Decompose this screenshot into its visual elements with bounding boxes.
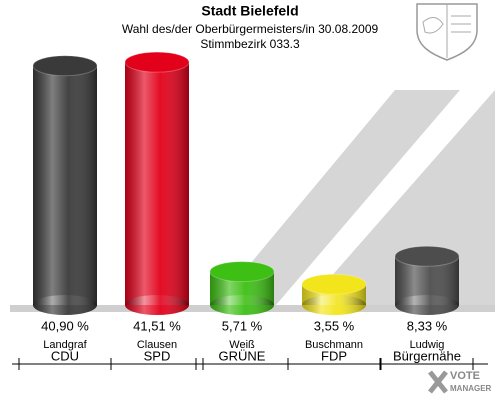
bar-bottom-shine xyxy=(33,295,97,315)
candidate-label: Landgraf xyxy=(43,339,87,351)
bar-bottom-shine xyxy=(125,295,189,315)
logo-text: MANAGER xyxy=(450,384,492,393)
value-label: 5,71 % xyxy=(222,318,263,333)
bar-top xyxy=(394,245,460,267)
value-label: 3,55 % xyxy=(314,318,355,333)
coat-of-arms xyxy=(416,3,478,61)
candidate-label: Clausen xyxy=(137,339,177,351)
value-label: 40,90 % xyxy=(41,318,89,333)
party-label: Bürgernähe xyxy=(393,348,461,363)
logo-text: VOTE xyxy=(450,370,480,382)
floor-shadow xyxy=(10,90,495,312)
candidate-label: Buschmann xyxy=(305,339,363,351)
bar-bottom-shine xyxy=(395,295,459,315)
bar-top xyxy=(32,55,98,77)
bar-shine xyxy=(33,65,97,305)
logo: VOTE MANAGER xyxy=(428,370,492,394)
bar-bottom-shine xyxy=(302,295,366,315)
value-label: 8,33 % xyxy=(407,318,448,333)
bar-top xyxy=(124,51,190,73)
party-label: SPD xyxy=(144,348,171,363)
bar-shine xyxy=(125,62,189,305)
chart-subtitle: Stimmbezirk 033.3 xyxy=(200,37,300,51)
party-label: FDP xyxy=(321,348,347,363)
chart-title: Stadt Bielefeld xyxy=(201,3,298,19)
party-label: CDU xyxy=(51,348,79,363)
bar-top xyxy=(301,273,367,295)
bar-top xyxy=(209,261,275,283)
value-label: 41,51 % xyxy=(133,318,181,333)
bar-bottom-shine xyxy=(210,295,274,315)
candidate-label: Ludwig xyxy=(410,339,445,351)
chart-subtitle: Wahl des/der Oberbürgermeisters/in 30.08… xyxy=(122,22,379,36)
candidate-label: Weiß xyxy=(229,339,255,351)
party-label: GRÜNE xyxy=(219,348,266,363)
